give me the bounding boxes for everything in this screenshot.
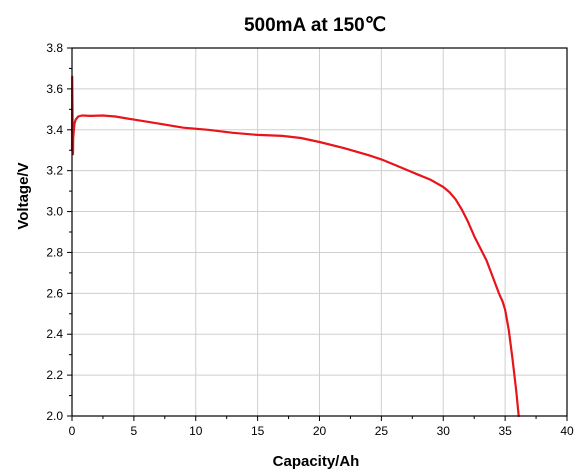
grid: [72, 48, 567, 416]
y-tick-label: 2.4: [46, 327, 63, 341]
x-tick-label: 35: [498, 424, 512, 438]
y-tick-label: 3.4: [46, 123, 63, 137]
y-tick-label: 3.2: [46, 164, 63, 178]
y-tick-label: 3.6: [46, 82, 63, 96]
x-tick-label: 30: [437, 424, 451, 438]
y-tick-label: 2.0: [46, 409, 63, 423]
x-tick-label: 40: [560, 424, 574, 438]
y-tick-label: 2.2: [46, 368, 63, 382]
x-tick-label: 5: [131, 424, 138, 438]
x-axis: 0 5 10 15 20 25 30 35 40: [69, 416, 574, 438]
y-tick-label: 3.8: [46, 41, 63, 55]
y-tick-label: 2.6: [46, 286, 63, 300]
voltage-curve: [70, 75, 520, 418]
x-tick-label: 20: [313, 424, 327, 438]
x-tick-label: 0: [69, 424, 76, 438]
x-tick-label: 15: [251, 424, 265, 438]
y-tick-label: 2.8: [46, 245, 63, 259]
plot-area: [70, 75, 520, 418]
x-tick-label: 25: [375, 424, 389, 438]
chart-title: 500mA at 150℃: [244, 15, 386, 36]
x-tick-label: 10: [189, 424, 203, 438]
y-axis: 2.0 2.2 2.4 2.6 2.8 3.0 3.2 3.4 3.6 3.8: [46, 41, 72, 423]
y-axis-label: Voltage/V: [15, 162, 32, 229]
y-tick-label: 3.0: [46, 205, 63, 219]
x-axis-label: Capacity/Ah: [273, 453, 360, 470]
